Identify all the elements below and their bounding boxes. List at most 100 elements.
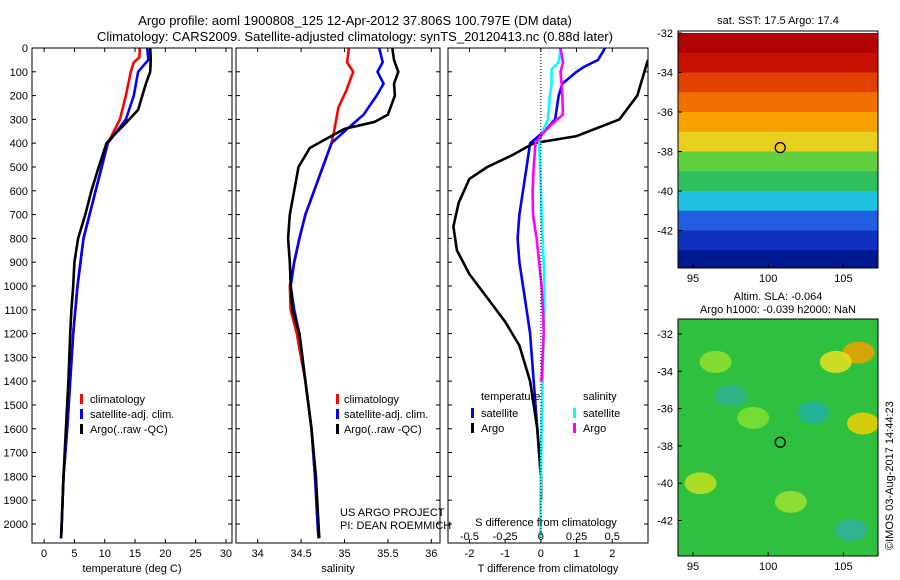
- y-tick-label: -40: [657, 186, 673, 198]
- x-tick-label: -2: [465, 548, 475, 560]
- salinity-axis-label: S difference from climatology: [475, 517, 617, 529]
- map-band: [678, 52, 878, 74]
- y-tick-label: 1400: [4, 376, 28, 388]
- salinity-tick-label: 0.5: [605, 531, 620, 543]
- argo-location-marker: [774, 141, 786, 154]
- x-tick-label: 95: [687, 273, 699, 285]
- y-tick-label: 1800: [4, 471, 28, 483]
- y-tick-label: 1600: [4, 424, 28, 436]
- y-tick-label: 1100: [4, 305, 28, 317]
- legend-header-temperature: temperature: [481, 391, 540, 403]
- salinity-tick-label: 0: [538, 531, 544, 543]
- x-tick-label: 30: [220, 548, 232, 560]
- difference-profile-panel: -2 -1 0 1 2 T difference from climatology -0.5…: [447, 47, 649, 575]
- y-tick-label: -34: [657, 67, 673, 79]
- map-band: [678, 171, 878, 192]
- argo-location-marker: [774, 436, 786, 448]
- y-tick-label: 800: [10, 233, 28, 245]
- map-anomaly-blob: [714, 384, 747, 407]
- legend-swatch: [80, 409, 83, 419]
- y-tick-label: -38: [657, 441, 673, 453]
- map-subtitle: Argo h1000: -0.039 h2000: NaN: [700, 304, 856, 316]
- copyright-stamp: ©IMOS 03-Aug-2017 14:44:23: [884, 401, 896, 550]
- series-line-2: [286, 48, 400, 539]
- x-axis-label: salinity: [321, 563, 355, 575]
- sst-map-panel: 95 100 105 -32 -34 -36 -38 -40 -42 sat. SST: 17.5…: [657, 15, 879, 285]
- legend-swatch: [471, 423, 474, 433]
- plot-frame: [235, 47, 441, 544]
- map-band: [678, 92, 878, 113]
- y-tick-label: 1000: [4, 281, 28, 293]
- map-band: [678, 131, 878, 153]
- map-anomaly-blob: [797, 401, 830, 424]
- map-anomaly-blob: [737, 406, 770, 429]
- legend-swatch: [336, 424, 339, 434]
- y-tick-label: -36: [657, 107, 673, 119]
- legend-label: satellite: [583, 408, 620, 420]
- legend-swatch: [471, 408, 474, 418]
- map-band: [678, 72, 878, 94]
- x-tick-label: 1: [574, 548, 580, 560]
- legend-label: climatology: [344, 394, 400, 406]
- map-band: [678, 32, 878, 54]
- y-tick-label: 2000: [4, 519, 28, 531]
- y-tick-label: -36: [657, 404, 673, 416]
- salinity-tick-label: -0.25: [493, 531, 518, 543]
- map-band: [678, 111, 878, 133]
- series-line-0: [516, 48, 607, 501]
- plot-frame: [31, 47, 233, 544]
- salinity-profile-panel: 34 34.5 35 35.5 36 salinity climatology satelli…: [235, 47, 451, 575]
- series-line-2: [59, 48, 153, 539]
- legend-swatch: [336, 409, 339, 419]
- legend-swatch: [573, 408, 576, 418]
- map-frame: [677, 30, 879, 269]
- temperature-profile-panel: 0 5 10 15 20 25 300100200300400500600700800900…: [4, 43, 233, 575]
- map-anomaly-blob: [834, 518, 867, 541]
- legend-label: Argo: [583, 423, 606, 435]
- salinity-tick-label: -0.5: [460, 531, 479, 543]
- legend-swatch: [336, 394, 339, 404]
- map-band: [678, 250, 878, 268]
- legend-label: Argo(..raw -QC): [90, 424, 168, 436]
- legend-swatch: [80, 394, 83, 404]
- y-tick-label: 700: [10, 210, 28, 222]
- project-annotation: PI: DEAN ROEMMICH: [340, 520, 451, 532]
- x-tick-label: 15: [129, 548, 141, 560]
- y-tick-label: 900: [10, 257, 28, 269]
- x-tick-label: 100: [759, 273, 777, 285]
- map-title: Altim. SLA: -0.064: [734, 291, 823, 303]
- x-tick-label: 0: [41, 548, 47, 560]
- map-anomaly-blob: [774, 490, 807, 513]
- plot-frame: [447, 47, 649, 544]
- sla-map-panel: 95 100 105 -32 -34 -36 -38 -40 -42 Altim. SLA: -0…: [657, 291, 879, 573]
- x-tick-label: 35: [338, 548, 350, 560]
- y-tick-label: 1700: [4, 448, 28, 460]
- x-tick-label: 2: [609, 548, 615, 560]
- figure-title-line1: Argo profile: aoml 1900808_125 12-Apr-20…: [138, 13, 572, 28]
- legend-header-salinity: salinity: [583, 391, 617, 403]
- x-tick-label: 95: [687, 561, 699, 573]
- x-tick-label: 25: [190, 548, 202, 560]
- map-frame: [677, 318, 879, 557]
- map-title: sat. SST: 17.5 Argo: 17.4: [717, 15, 839, 27]
- y-tick-label: 100: [10, 67, 28, 79]
- series-line-0: [288, 48, 355, 539]
- y-tick-label: 1200: [4, 329, 28, 341]
- y-tick-label: 1300: [4, 352, 28, 364]
- x-tick-label: -1: [500, 548, 510, 560]
- x-tick-label: 10: [99, 548, 111, 560]
- x-tick-label: 5: [71, 548, 77, 560]
- y-tick-label: -32: [657, 329, 673, 341]
- x-tick-label: 34.5: [290, 548, 311, 560]
- salinity-tick-label: 0.25: [566, 531, 587, 543]
- legend-swatch: [80, 424, 83, 434]
- x-tick-label: 35.5: [377, 548, 398, 560]
- legend-label: satellite-adj. clim.: [344, 409, 428, 421]
- map-anomaly-blob: [846, 412, 878, 435]
- y-tick-label: 300: [10, 114, 28, 126]
- x-tick-label: 0: [538, 548, 544, 560]
- y-tick-label: 1900: [4, 495, 28, 507]
- y-tick-label: 400: [10, 138, 28, 150]
- series-line-2: [537, 48, 562, 539]
